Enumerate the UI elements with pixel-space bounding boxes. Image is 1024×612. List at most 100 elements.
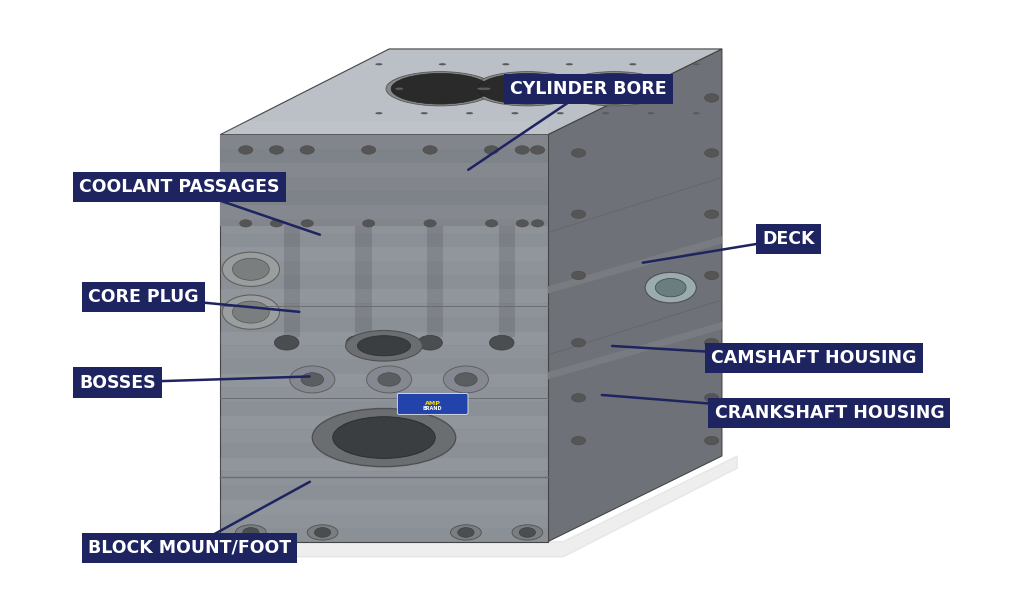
Circle shape [645,272,696,303]
Ellipse shape [512,525,543,540]
Bar [220,135,548,149]
Circle shape [705,94,719,102]
Bar [220,374,548,387]
Ellipse shape [466,112,473,114]
Text: BOSSES: BOSSES [80,373,156,392]
Ellipse shape [357,335,411,356]
Text: BRAND: BRAND [423,406,442,411]
Bar [220,191,548,205]
Ellipse shape [560,72,669,106]
Ellipse shape [375,112,383,114]
Bar [220,289,548,303]
Circle shape [232,301,269,323]
Ellipse shape [477,88,485,90]
Bar [220,163,548,177]
Polygon shape [220,456,737,557]
Circle shape [571,394,586,402]
Ellipse shape [391,73,489,104]
Ellipse shape [421,112,428,114]
Ellipse shape [386,72,495,106]
Circle shape [222,252,280,286]
Ellipse shape [564,88,572,90]
Circle shape [571,271,586,280]
Bar [220,416,548,430]
Ellipse shape [307,525,338,540]
Circle shape [418,335,442,350]
Bar [220,247,548,261]
Bar [427,141,443,337]
Polygon shape [220,135,548,542]
Bar [220,430,548,443]
Ellipse shape [692,63,700,65]
Circle shape [270,220,283,227]
Circle shape [705,149,719,157]
Bar [220,346,548,359]
Circle shape [705,394,719,402]
Bar [220,528,548,542]
Ellipse shape [346,330,422,361]
Bar [220,444,548,457]
Text: CYLINDER BORE: CYLINDER BORE [511,80,667,98]
Ellipse shape [647,112,654,114]
Circle shape [300,146,314,154]
Polygon shape [548,236,722,294]
Circle shape [705,271,719,280]
Circle shape [274,335,299,350]
Circle shape [346,335,371,350]
Circle shape [443,366,488,393]
Bar [220,219,548,233]
Circle shape [222,295,280,329]
Circle shape [423,146,437,154]
Bar [220,121,548,135]
Circle shape [424,220,436,227]
Bar [220,233,548,247]
Circle shape [362,220,375,227]
Circle shape [531,220,544,227]
Circle shape [239,146,253,154]
Polygon shape [220,49,722,135]
Polygon shape [548,322,722,379]
Ellipse shape [502,63,510,65]
Bar [220,486,548,499]
Bar [220,149,548,163]
Circle shape [243,528,259,537]
Circle shape [705,436,719,445]
Circle shape [290,366,335,393]
Text: AMP: AMP [425,401,440,406]
Circle shape [655,278,686,297]
Bar [499,141,515,337]
Bar [220,500,548,513]
Ellipse shape [566,63,573,65]
Circle shape [571,149,586,157]
Circle shape [705,210,719,218]
Ellipse shape [478,73,577,104]
Bar [220,472,548,485]
Circle shape [361,146,376,154]
Ellipse shape [602,112,609,114]
Text: COOLANT PASSAGES: COOLANT PASSAGES [79,177,280,196]
FancyBboxPatch shape [397,394,468,414]
Bar [220,401,548,416]
Bar [220,318,548,331]
Polygon shape [548,49,722,542]
Bar [220,388,548,401]
Circle shape [314,528,331,537]
Ellipse shape [333,417,435,458]
Bar [220,304,548,317]
Circle shape [519,528,536,537]
Ellipse shape [451,525,481,540]
Ellipse shape [692,112,700,114]
Ellipse shape [511,112,518,114]
Ellipse shape [651,88,659,90]
Bar [220,332,548,345]
Circle shape [515,146,529,154]
Ellipse shape [630,63,637,65]
Circle shape [705,338,719,347]
Circle shape [455,373,477,386]
Text: BLOCK MOUNT/FOOT: BLOCK MOUNT/FOOT [88,539,291,557]
Circle shape [269,146,284,154]
Circle shape [301,373,324,386]
Ellipse shape [473,72,582,106]
Ellipse shape [569,88,578,90]
Circle shape [458,528,474,537]
